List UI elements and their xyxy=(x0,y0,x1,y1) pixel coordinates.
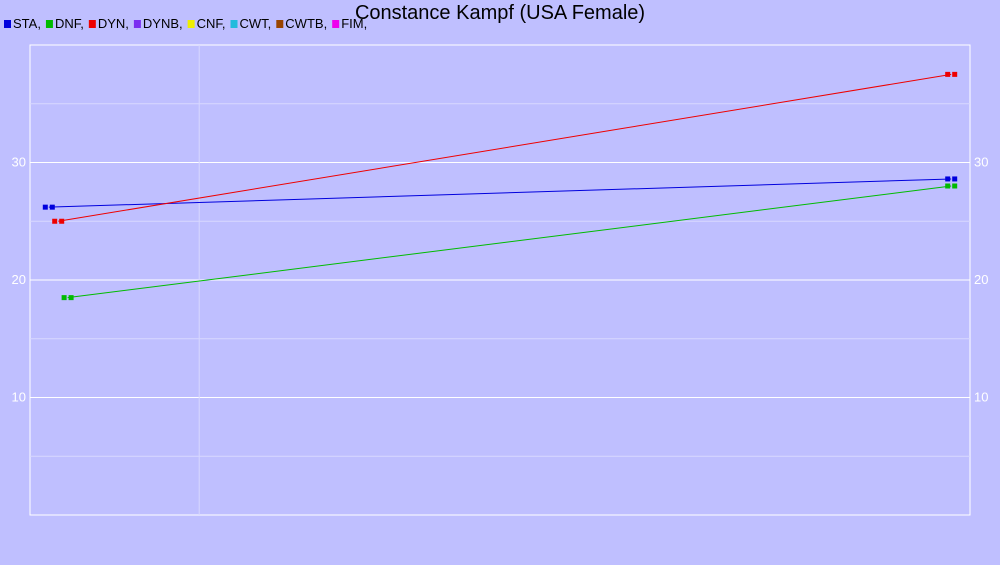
legend-swatch-1 xyxy=(45,20,53,28)
legend-swatch-7 xyxy=(332,20,340,28)
series-line-dnf xyxy=(67,185,952,299)
legend-label-0: STA, xyxy=(13,16,41,31)
legend-label-3: DYNB, xyxy=(143,16,183,31)
series-group xyxy=(42,71,958,301)
legend-swatch-6 xyxy=(276,20,284,28)
y-tick-left: 30 xyxy=(12,155,26,170)
data-point-dyn xyxy=(952,71,958,77)
data-point-dyn xyxy=(945,71,951,77)
legend-swatch-0 xyxy=(4,20,11,28)
y-tick-right: 20 xyxy=(974,272,988,287)
series-line-sta xyxy=(48,178,952,208)
legend-swatch-5 xyxy=(230,20,238,28)
data-point-dnf xyxy=(61,295,67,301)
chart-title: Constance Kampf (USA Female) xyxy=(355,2,645,24)
y-tick-right: 10 xyxy=(974,390,988,405)
y-tick-left: 10 xyxy=(12,390,26,405)
legend-swatch-3 xyxy=(133,20,141,28)
legend-label-7: FIM, xyxy=(341,16,367,31)
legend-label-4: CNF, xyxy=(197,16,226,31)
data-point-dyn xyxy=(52,218,58,224)
legend-label-6: CWTB, xyxy=(285,16,327,31)
legend: STA, DNF, DYN, DYNB, CNF, CWT, CWTB, FIM, xyxy=(4,16,367,31)
legend-swatch-2 xyxy=(88,20,96,28)
data-point-dnf xyxy=(945,183,951,189)
legend-swatch-4 xyxy=(187,20,195,28)
series-line-dyn xyxy=(58,73,952,222)
data-point-sta xyxy=(952,176,958,182)
data-point-dnf xyxy=(68,295,74,301)
data-point-dnf xyxy=(952,183,958,189)
y-tick-left: 20 xyxy=(12,272,26,287)
legend-label-1: DNF, xyxy=(55,16,84,31)
y-axis-ticks: 10 10 20 20 30 30 xyxy=(12,155,989,405)
data-point-dyn xyxy=(59,218,65,224)
legend-label-2: DYN, xyxy=(98,16,129,31)
data-point-sta xyxy=(49,204,55,210)
grid xyxy=(30,45,970,515)
legend-label-5: CWT, xyxy=(240,16,272,31)
data-point-sta xyxy=(945,176,951,182)
data-point-sta xyxy=(42,204,48,210)
y-tick-right: 30 xyxy=(974,155,988,170)
